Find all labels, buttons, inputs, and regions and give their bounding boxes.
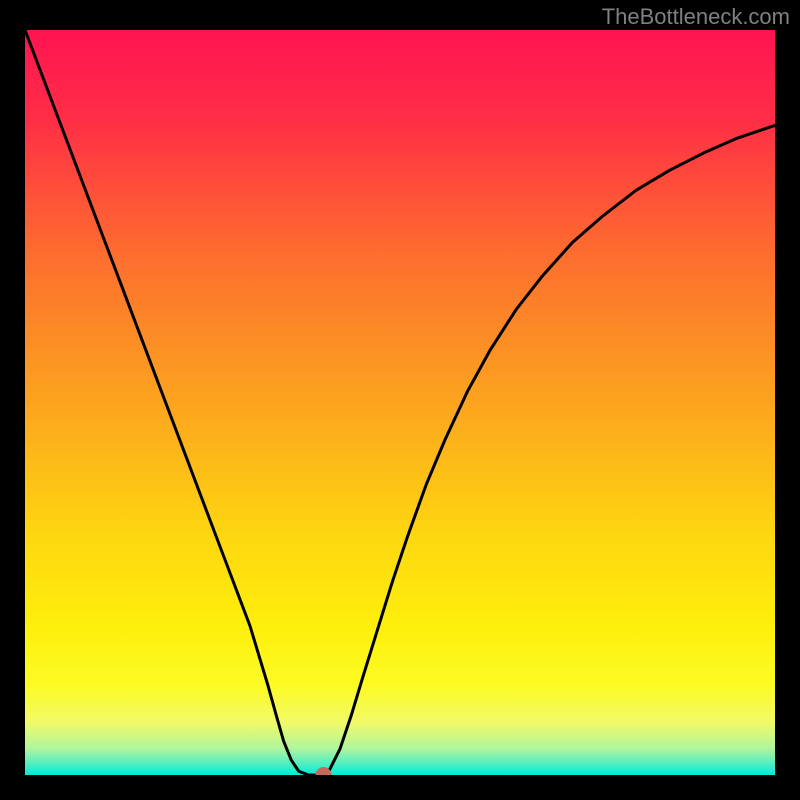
plot-area: [25, 30, 775, 775]
watermark-text: TheBottleneck.com: [602, 4, 790, 30]
curve-layer: [25, 30, 775, 775]
bottleneck-curve: [25, 30, 775, 775]
chart-container: TheBottleneck.com: [0, 0, 800, 800]
